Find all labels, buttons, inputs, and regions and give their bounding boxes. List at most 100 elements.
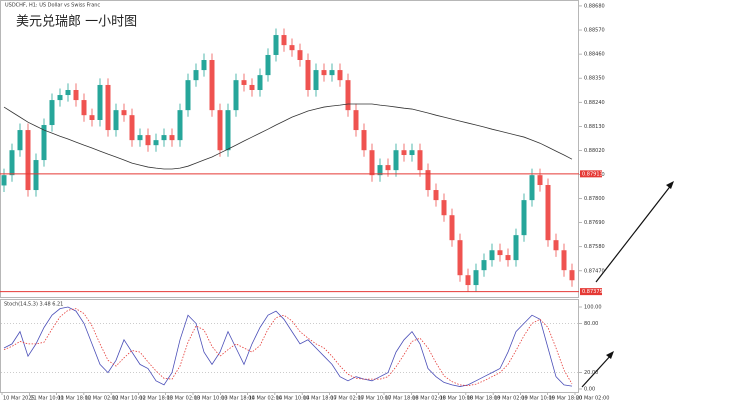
candle-body (241, 80, 247, 85)
indicator-title: Stoch(14,5,3) 3.48 6.21 (4, 302, 63, 308)
candle-body (473, 270, 479, 286)
y-tick-label: 0.00 (584, 387, 595, 393)
candle-body (385, 165, 391, 171)
candle-body (545, 185, 551, 241)
candle-body (465, 275, 471, 286)
candle-body (425, 170, 431, 191)
candle-body (249, 84, 255, 91)
y-tick-label: 0.88240 (584, 100, 605, 106)
candle-body (1, 175, 7, 186)
y-tick-label: 0.87690 (584, 220, 605, 226)
candle-body (201, 60, 207, 71)
candle-body (393, 150, 399, 171)
candle-body (73, 90, 79, 101)
x-tick-label: 12 Mar 18:00 (139, 396, 172, 402)
candle-body (193, 70, 199, 81)
x-tick-label: 19 Mar 10:00 (521, 396, 554, 402)
candle-body (209, 60, 215, 111)
x-tick-label: 17 Mar 18:00 (385, 396, 418, 402)
candle-body (497, 250, 503, 256)
candle-body (185, 80, 191, 111)
y-tick-label: 0.87800 (584, 196, 605, 202)
candle-body (89, 115, 95, 120)
candle-body (145, 135, 151, 146)
arrow-head (606, 351, 614, 359)
x-tick-label: 17 Mar 10:00 (358, 396, 391, 402)
candle-body (273, 35, 279, 55)
x-tick-label: 13 Mar 02:00 (167, 396, 200, 402)
level-tag (580, 170, 602, 178)
candle-body (257, 75, 263, 91)
candle-body (129, 115, 135, 141)
x-tick-label: 11 Mar 10:00 (30, 396, 63, 402)
candle-body (537, 175, 543, 186)
y-tick-label: 100.00 (584, 305, 602, 311)
y-tick-label: 80.00 (584, 321, 598, 327)
candle-body (225, 110, 231, 151)
candle-body (337, 70, 343, 81)
x-tick-label: 18 Mar 10:00 (440, 396, 473, 402)
candle-body (329, 70, 335, 76)
candle-body (369, 150, 375, 176)
candle-body (153, 140, 159, 146)
candle-body (313, 70, 319, 91)
candle-body (513, 235, 519, 261)
candle-body (265, 54, 271, 76)
y-tick-label: 0.88680 (584, 3, 605, 9)
candle-body (529, 175, 535, 201)
x-tick-label: 10 Mar 2025 (3, 396, 35, 402)
candle-body (9, 150, 15, 176)
x-tick-label: 14 Mar 18:00 (303, 396, 336, 402)
candle-body (25, 130, 31, 191)
x-tick-label: 12 Mar 02:00 (85, 396, 118, 402)
candle-body (489, 250, 495, 261)
candle-body (57, 95, 63, 101)
x-tick-label: 20 Mar 02:00 (576, 396, 609, 402)
candle-body (233, 80, 239, 111)
y-tick-label: 0.88570 (584, 28, 605, 34)
candle-body (33, 160, 39, 191)
x-tick-label: 19 Mar 18:00 (549, 396, 582, 402)
x-tick-label: 17 Mar 02:00 (330, 396, 363, 402)
candle-body (137, 135, 143, 141)
level-label: 0.87913 (582, 171, 603, 177)
x-tick-label: 18 Mar 02:00 (412, 396, 445, 402)
candle-body (305, 60, 311, 91)
candle-body (353, 110, 359, 131)
candle-body (401, 150, 407, 156)
arrow (581, 353, 613, 388)
candle-body (289, 45, 295, 51)
candle-body (177, 110, 183, 141)
candle-body (65, 90, 71, 96)
candle-body (569, 270, 575, 281)
candle-body (457, 240, 463, 276)
x-tick-label: 14 Mar 02:00 (249, 396, 282, 402)
candle-body (105, 84, 111, 131)
level-tag (580, 288, 602, 296)
candle-body (297, 50, 303, 61)
candle-body (49, 100, 55, 126)
y-tick-label: 0.88130 (584, 124, 605, 130)
stoch-line (3, 308, 573, 387)
candle-body (345, 80, 351, 111)
x-tick-label: 19 Mar 02:00 (494, 396, 527, 402)
y-tick-label: 0.87580 (584, 244, 605, 250)
chart-title: USDCHF, H1: US Dollar vs Swiss Franc (5, 3, 100, 9)
stoch-panel (0, 299, 579, 393)
candle-body (161, 135, 167, 141)
candle-body (113, 110, 119, 131)
candle-body (81, 100, 87, 116)
y-tick-label: 0.88460 (584, 52, 605, 58)
candle-body (561, 250, 567, 271)
candle-body (321, 70, 327, 76)
candle-body (481, 260, 487, 271)
candle-body (217, 110, 223, 151)
candle-body (553, 240, 559, 251)
candle-body (505, 255, 511, 261)
stoch-line (3, 306, 573, 387)
candle-body (169, 135, 175, 141)
candle-body (377, 165, 383, 176)
candle-body (409, 150, 415, 156)
candle-body (97, 84, 103, 120)
